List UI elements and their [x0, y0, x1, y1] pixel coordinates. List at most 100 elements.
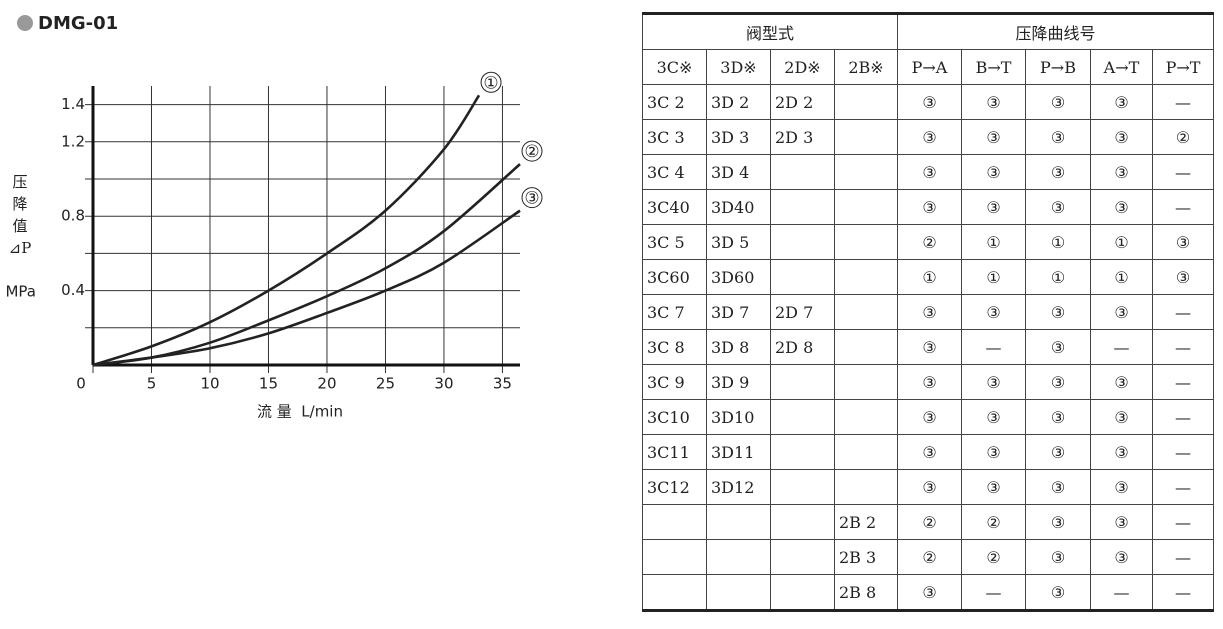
table-cell: ② [897, 504, 962, 540]
table-row: 3C 7 3D 7 2D 7 ③ ③ ③ ③ — [642, 294, 1214, 330]
table-cell: 3D 2 [706, 84, 771, 120]
table-cell [834, 434, 898, 470]
table-cell: ③ [1025, 504, 1091, 540]
table-cell [834, 294, 898, 330]
table-cell: 3C 8 [642, 329, 707, 365]
column-header: P→B [1025, 49, 1091, 85]
table-cell [770, 189, 835, 225]
table-row: 3C 9 3D 9 ③ ③ ③ ③ — [642, 364, 1214, 400]
table-cell: 3D40 [706, 189, 771, 225]
y-axis-label: ⊿P [9, 239, 32, 257]
table-cell: ③ [961, 294, 1026, 330]
table-cell [642, 539, 707, 575]
table-row: 3C 8 3D 8 2D 8 ③ — ③ — — [642, 329, 1214, 365]
table-cell: 3C12 [642, 469, 707, 505]
table-cell: ② [1152, 119, 1214, 155]
table-cell [834, 364, 898, 400]
table-cell: ① [961, 259, 1026, 295]
column-header: 2B※ [834, 49, 898, 85]
y-tick-label: 1.4 [61, 95, 85, 113]
table-cell: 3C 4 [642, 154, 707, 190]
table-cell: ③ [961, 434, 1026, 470]
table-cell: ③ [1025, 469, 1091, 505]
table-cell: ① [897, 259, 962, 295]
table-cell: ③ [961, 154, 1026, 190]
table-row: 2B 3 ② ② ③ ③ — [642, 539, 1214, 575]
table-cell: ③ [897, 399, 962, 435]
table-cell [770, 469, 835, 505]
table-cell [770, 399, 835, 435]
legend-label: ① [483, 73, 498, 93]
table-cell: ③ [1090, 84, 1153, 120]
table-cell [834, 259, 898, 295]
table-cell [834, 154, 898, 190]
table-cell: ① [961, 224, 1026, 260]
table-cell: — [1152, 154, 1214, 190]
table-cell: ③ [961, 399, 1026, 435]
table-cell: 2D 3 [770, 119, 835, 155]
table-cell [642, 574, 707, 611]
table-cell: 2B 3 [834, 539, 898, 575]
x-axis-label: 流 量 L/min [257, 403, 343, 421]
table-cell: — [961, 329, 1026, 365]
table-cell: ③ [897, 294, 962, 330]
curve [92, 163, 521, 367]
table-cell [770, 224, 835, 260]
table-cell: ③ [1025, 189, 1091, 225]
table-row: 3C40 3D40 ③ ③ ③ ③ — [642, 189, 1214, 225]
table-row: 3C10 3D10 ③ ③ ③ ③ — [642, 399, 1214, 435]
legend-label: ② [524, 142, 539, 162]
table-cell: ③ [1025, 84, 1091, 120]
table-cell: ③ [897, 574, 962, 611]
table-row: 3C 2 3D 2 2D 2 ③ ③ ③ ③ — [642, 84, 1214, 120]
group-header: 阀型式 [642, 13, 898, 50]
y-tick-label: 0.8 [61, 207, 85, 225]
table-cell: — [1090, 574, 1153, 611]
table-cell [834, 224, 898, 260]
column-header: 3C※ [642, 49, 707, 85]
table-cell: 3D10 [706, 399, 771, 435]
table-cell [834, 469, 898, 505]
table-cell: — [1152, 329, 1214, 365]
table-cell: ③ [1025, 294, 1091, 330]
curve [92, 94, 481, 367]
table-cell: ③ [1090, 189, 1153, 225]
column-header: B→T [961, 49, 1026, 85]
table-cell: ③ [1025, 329, 1091, 365]
column-header: P→T [1152, 49, 1214, 85]
table-cell [834, 189, 898, 225]
table-cell: ③ [897, 119, 962, 155]
table-cell: — [961, 574, 1026, 611]
table-cell: — [1090, 329, 1153, 365]
chart: DMG-01 MPa 0.4 0.8 1.2 1.4 0 5 10 15 20 25 30 35 压降值… [5, 13, 543, 421]
table-cell: 3C 2 [642, 84, 707, 120]
table-cell: ③ [897, 329, 962, 365]
table-cell [834, 119, 898, 155]
table-cell: 2D 2 [770, 84, 835, 120]
table-cell: ③ [1090, 364, 1153, 400]
table-cell [706, 574, 771, 611]
header-row: 阀型式 压降曲线号 [642, 13, 1214, 50]
table-cell: ③ [1025, 399, 1091, 435]
legend-marker [480, 71, 502, 93]
title-bullet [17, 15, 33, 31]
x-tick-label: 15 [259, 375, 278, 393]
table-cell: 2D 8 [770, 329, 835, 365]
table-cell: ③ [1090, 399, 1153, 435]
table-cell: 2B 8 [834, 574, 898, 611]
table-cell: — [1152, 574, 1214, 611]
table-cell: 3D 4 [706, 154, 771, 190]
table-row: 3C 4 3D 4 ③ ③ ③ ③ — [642, 154, 1214, 190]
chart-title: DMG-01 [38, 13, 118, 34]
x-tick-label: 35 [493, 375, 512, 393]
table-cell: 3C 9 [642, 364, 707, 400]
table-cell: — [1152, 434, 1214, 470]
x-tick-label: 5 [147, 375, 157, 393]
table-cell: ③ [897, 154, 962, 190]
legend-label: ③ [524, 189, 539, 209]
column-header: A→T [1090, 49, 1153, 85]
curve [92, 209, 521, 367]
table-cell [706, 504, 771, 540]
table-cell: ③ [1025, 364, 1091, 400]
